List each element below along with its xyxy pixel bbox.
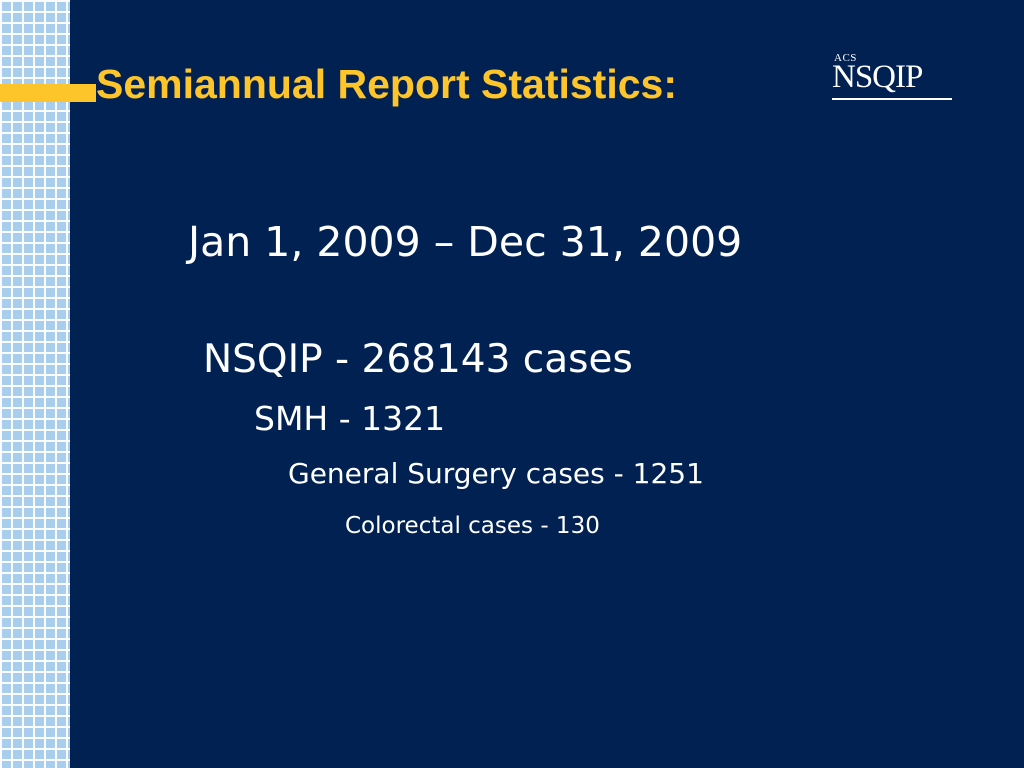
report-date-range: Jan 1, 2009 – Dec 31, 2009 (188, 218, 743, 266)
logo-nsqip-text: NSQIP (832, 59, 923, 95)
title-accent-bar (0, 84, 96, 102)
acs-nsqip-logo: ACS NSQIP (830, 52, 954, 108)
nsqip-total-cases: NSQIP - 268143 cases (203, 337, 633, 382)
general-surgery-cases: General Surgery cases - 1251 (288, 457, 704, 490)
logo-underline (832, 98, 952, 100)
smh-cases: SMH - 1321 (254, 399, 446, 438)
logo-acs-text: ACS (834, 52, 857, 64)
colorectal-cases: Colorectal cases - 130 (345, 513, 600, 539)
slide-title: Semiannual Report Statistics: (96, 61, 677, 107)
decorative-grid-strip (0, 0, 70, 768)
